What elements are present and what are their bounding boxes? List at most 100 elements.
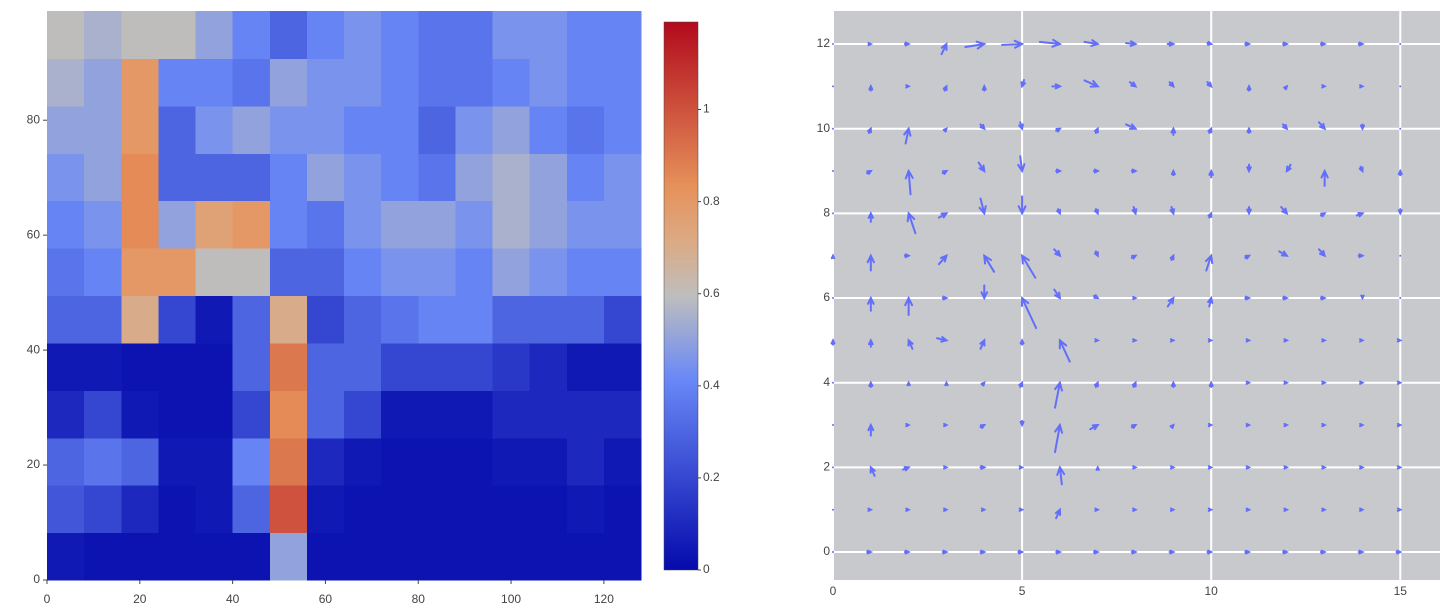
arrow [1317,248,1327,258]
heatmap-cell [47,390,85,439]
arrow [1397,208,1403,216]
arrow [1017,195,1027,216]
arrow [941,549,949,555]
y-tick-label: 8 [823,206,830,220]
heatmap-cell [381,437,419,486]
heatmap-cell [84,532,122,581]
heatmap-cell [158,532,196,581]
heatmap-cell [121,248,159,296]
arrow [1245,338,1252,343]
heatmap-cell [603,295,642,344]
heatmap-cell [418,295,456,344]
arrow [979,123,986,131]
arrow [1396,507,1403,512]
colorbar-tick-label: 0.6 [703,286,720,300]
arrow [937,253,948,266]
heatmap-cell [492,58,531,107]
arrow [1283,422,1290,428]
heatmap-cell [47,105,85,154]
arrow [1093,126,1099,134]
heatmap-cell [84,105,122,154]
heatmap-cell [232,342,271,391]
arrow [944,380,949,387]
arrow [1283,380,1290,385]
arrow [1017,155,1026,174]
arrow [1054,380,1063,409]
arrow [1083,79,1100,88]
arrow [830,253,836,260]
arrow [1166,41,1176,47]
arrow [1321,422,1327,428]
arrow [941,295,949,301]
heatmap-cell [84,342,122,391]
heatmap-cell [492,485,531,534]
arrow [866,253,875,272]
heatmap-cell [306,200,345,249]
arrow [1244,549,1252,555]
heatmap-cell [344,200,382,249]
y-tick-label: 12 [817,36,831,50]
arrow [943,422,949,428]
arrow [1169,206,1176,216]
arrow [1132,465,1138,470]
heatmap-cell [121,153,159,202]
heatmap-cell [603,437,642,486]
heatmap-cell [121,295,159,344]
heatmap-cell [306,105,345,154]
arrow [1317,121,1327,131]
heatmap-cell [158,390,196,439]
heatmap-cell [418,200,456,249]
heatmap-cell [381,390,419,439]
heatmap-cell [158,153,196,202]
arrow [906,380,911,387]
arrow [978,197,987,216]
heatmap-cell [566,200,605,249]
heatmap-cell [455,153,493,202]
arrow [1094,507,1101,512]
heatmap [47,11,642,581]
y-tick-label: 0 [823,544,830,558]
heatmap-cell [344,295,382,344]
heatmap-cell [418,11,456,59]
heatmap-cell [195,105,234,154]
heatmap-cell [195,153,234,202]
heatmap-cell [566,248,605,296]
heatmap-cell [344,58,382,107]
heatmap-cell [418,153,456,202]
heatmap-cell [269,532,308,581]
arrow [907,338,914,350]
arrow [1359,422,1365,428]
arrow [1169,253,1175,261]
arrow [1207,126,1213,134]
x-tick-label: 10 [1205,584,1219,598]
colorbar-tick-label: 0.8 [703,194,720,208]
arrow [980,380,986,387]
arrow [1283,465,1290,470]
heatmap-cell [566,342,605,391]
arrow [1283,84,1289,91]
heatmap-cell [195,485,234,534]
heatmap-cell [455,342,493,391]
arrow [869,465,876,477]
y-tick-label: 2 [823,460,830,474]
heatmap-cell [47,485,85,534]
heatmap-cell [84,390,122,439]
arrow [903,253,911,259]
arrow [1319,41,1327,47]
heatmap-cell [232,153,271,202]
arrow [1283,338,1290,343]
arrow [1051,83,1063,90]
arrow [942,84,948,92]
x-tick-label: 0 [830,584,837,598]
arrow [1283,507,1290,512]
heatmap-cell [344,532,382,581]
arrow [1359,338,1365,343]
heatmap-cell [232,248,271,296]
heatmap-cell [306,532,345,581]
heatmap-cell [529,390,568,439]
x-tick-label: 40 [226,592,240,606]
arrow [1244,254,1252,260]
heatmap-cell [232,437,271,486]
heatmap-cell [529,437,568,486]
arrow [1357,41,1365,47]
